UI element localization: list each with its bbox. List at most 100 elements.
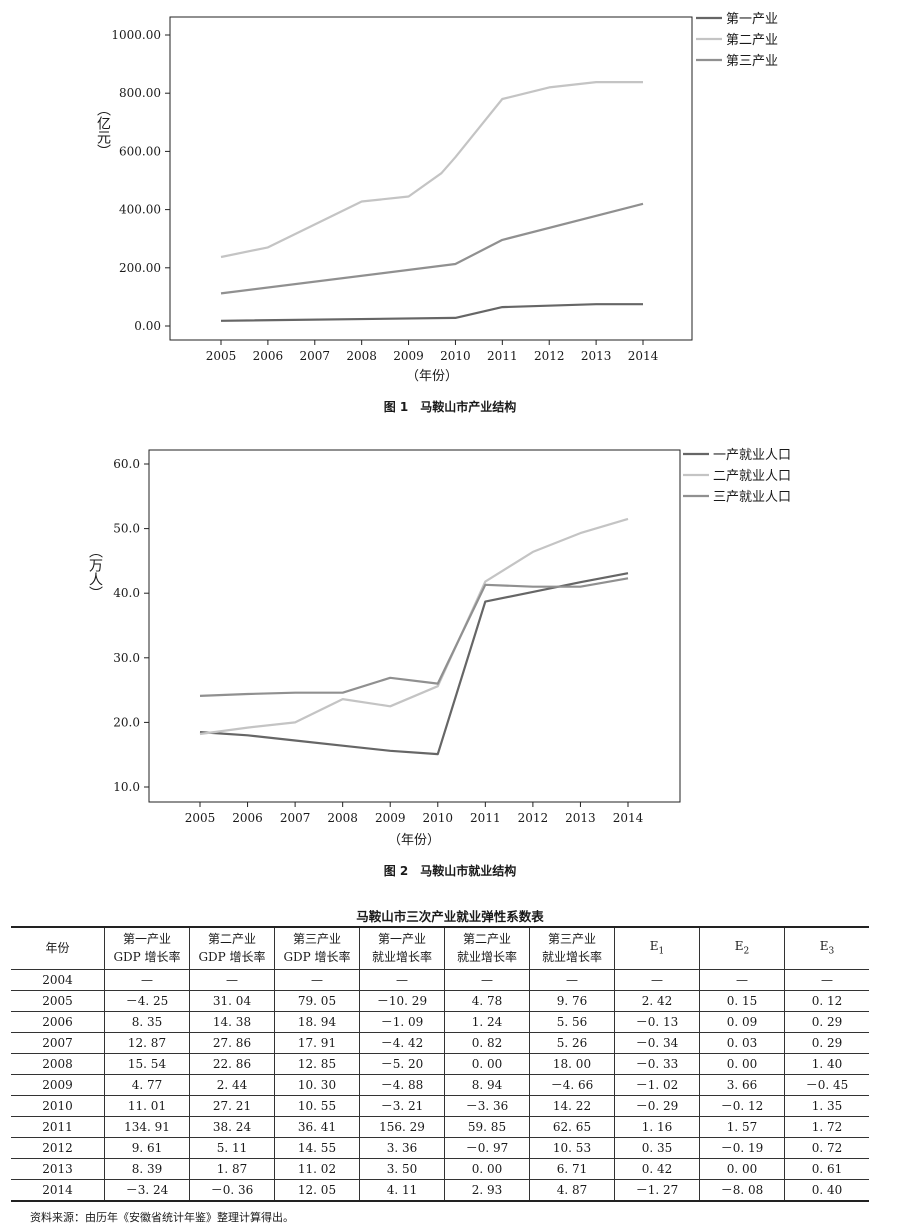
table-cell: 8. 94 (444, 1074, 530, 1096)
table-cell: 0. 15 (699, 990, 785, 1012)
table-header-cell: 第一产业 就业增长率 (359, 927, 445, 970)
header-e-label: E (819, 938, 829, 953)
table-cell: －3. 24 (104, 1179, 190, 1201)
table-cell: 2. 93 (444, 1179, 530, 1201)
table-cell: 38. 24 (189, 1116, 275, 1138)
table-cell: 0. 42 (614, 1158, 700, 1180)
table-cell: －0. 13 (614, 1011, 700, 1033)
table-cell: 31. 04 (189, 990, 275, 1012)
plot-frame (148, 449, 681, 803)
table-cell: 0. 82 (444, 1032, 530, 1054)
table-cell: 79. 05 (274, 990, 360, 1012)
table-cell: 0. 72 (784, 1137, 869, 1159)
table-header-cell: E3 (784, 927, 869, 970)
table-cell: 2005 (11, 990, 105, 1012)
legend-label-2: 第二产业 (726, 33, 778, 48)
header-line1: 第二产业 (462, 932, 511, 947)
x-tick-label: 2011 (487, 349, 518, 363)
x-tick-label: 2012 (534, 349, 565, 363)
table-body: 2004— — — — — — — — —2005 －4. 25 31. 04 79. 05 －10. … (11, 969, 869, 1201)
table-cell: －4. 66 (529, 1074, 615, 1096)
chart1-caption: 图 1 马鞍山市产业结构 (383, 400, 517, 414)
x-tick-label: 2005 (206, 349, 237, 363)
y-tick-label: 50.0 (113, 522, 140, 536)
table-cell: －1. 02 (614, 1074, 700, 1096)
legend-label-3: 第三产业 (726, 54, 778, 69)
table-cell: －0. 45 (784, 1074, 869, 1096)
table-cell: 9. 61 (104, 1137, 190, 1159)
table-cell: 8. 35 (104, 1011, 190, 1033)
table-cell: — (699, 969, 785, 991)
table-cell: 2010 (11, 1095, 105, 1117)
table-cell: －0. 36 (189, 1179, 275, 1201)
table-cell: 14. 55 (274, 1137, 360, 1159)
table-cell: 1. 72 (784, 1116, 869, 1138)
table-cell: 5. 56 (529, 1011, 615, 1033)
header-line2: GDP 增长率 (283, 950, 351, 965)
table-header-cell: 第二产业 就业增长率 (444, 927, 530, 970)
table-cell: 0. 00 (699, 1053, 785, 1075)
table-cell: 1. 57 (699, 1116, 785, 1138)
table-cell: 0. 00 (699, 1158, 785, 1180)
table-cell: — (784, 969, 869, 991)
table-cell: 2013 (11, 1158, 105, 1180)
table-cell: －10. 29 (359, 990, 445, 1012)
table-row: 2006 8. 35 14. 38 18. 94 －1. 09 1. 24 5. 56 －0.… (11, 1011, 869, 1033)
table-cell: 5. 26 (529, 1032, 615, 1054)
table-cell: 2011 (11, 1116, 105, 1138)
table-cell: －0. 33 (614, 1053, 700, 1075)
x-axis-label: （年份） (406, 369, 458, 384)
table-cell: 36. 41 (274, 1116, 360, 1138)
table-cell: — (274, 969, 360, 991)
table-cell: 9. 76 (529, 990, 615, 1012)
table-cell: 3. 36 (359, 1137, 445, 1159)
header-line2: 就业增长率 (371, 950, 432, 965)
table-cell: — (529, 969, 615, 991)
table-row: 2009 4. 77 2. 44 10. 30 －4. 88 8. 94 －4. 66 －1.… (11, 1074, 869, 1096)
table-cell: 2014 (42, 1182, 73, 1197)
legend-label-2: 二产就业人口 (713, 469, 791, 484)
header-line2: GDP 增长率 (113, 950, 181, 965)
table-header-cell: 第三产业 GDP 增长率 (274, 927, 360, 970)
table-row: 2012 9. 61 5. 11 14. 55 3. 36 －0. 97 10. 53 0. … (11, 1137, 869, 1159)
table-header-cell: 年份 (11, 927, 105, 970)
table-cell: 1. 87 (189, 1158, 275, 1180)
table-header-cell: 第三产业 就业增长率 (529, 927, 615, 970)
table-cell: 2009 (11, 1074, 105, 1096)
table-cell: 0. 29 (784, 1011, 869, 1033)
table-cell: －3. 21 (359, 1095, 445, 1117)
y-axis-label: （万人） (87, 544, 103, 600)
table-cell: 2008 (11, 1053, 105, 1075)
x-tick-label: 2007 (280, 811, 311, 825)
y-tick-label: 30.0 (113, 651, 140, 665)
table-cell: 156. 29 (359, 1116, 445, 1138)
table-cell: 134. 91 (104, 1116, 190, 1138)
series-line-2 (199, 517, 629, 736)
header-e-subscript: 3 (828, 945, 835, 956)
table-cell: 0. 03 (699, 1032, 785, 1054)
table-cell: 3. 66 (699, 1074, 785, 1096)
table-cell: 15. 54 (104, 1053, 190, 1075)
table-cell: — (359, 969, 445, 991)
plot-frame (169, 16, 693, 341)
x-tick-label: 2008 (327, 811, 358, 825)
header-line2: GDP 增长率 (198, 950, 266, 965)
x-tick-label: 2008 (346, 349, 377, 363)
header-e-subscript: 2 (743, 945, 750, 956)
table-cell: 0. 40 (784, 1179, 869, 1201)
table-cell: 1. 16 (614, 1116, 700, 1138)
table-cell: 0. 00 (444, 1053, 530, 1075)
table-header-cell: E2 (699, 927, 785, 970)
table-cell: 4. 87 (529, 1179, 615, 1201)
legend-label-1: 第一产业 (726, 12, 778, 27)
header-e-label: E (649, 938, 659, 953)
table-cell: 2. 44 (189, 1074, 275, 1096)
table-cell: 1. 35 (784, 1095, 869, 1117)
header-e-label: E (734, 938, 744, 953)
table-cell: 2012 (11, 1137, 105, 1159)
x-tick-label: 2005 (185, 811, 216, 825)
table-row: 2008 15. 54 22. 86 12. 85 －5. 20 0. 00 18. 00 －… (11, 1053, 869, 1075)
table-cell: 0. 29 (784, 1032, 869, 1054)
series-line-3 (199, 577, 629, 697)
x-tick-label: 2006 (253, 349, 284, 363)
